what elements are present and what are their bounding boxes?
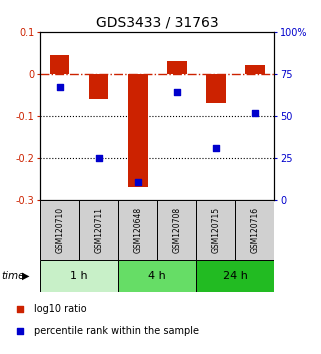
Bar <box>196 200 235 260</box>
Point <box>135 179 140 184</box>
Text: percentile rank within the sample: percentile rank within the sample <box>34 326 199 336</box>
Bar <box>89 74 108 99</box>
Bar <box>118 260 196 292</box>
Bar <box>40 260 118 292</box>
Point <box>96 155 101 161</box>
Text: GSM120711: GSM120711 <box>94 207 103 253</box>
Point <box>174 90 179 95</box>
Text: ▶: ▶ <box>22 271 29 281</box>
Bar <box>206 74 226 103</box>
Text: GSM120708: GSM120708 <box>172 207 181 253</box>
Bar <box>128 74 148 187</box>
Point <box>18 329 23 334</box>
Point <box>252 110 257 115</box>
Bar <box>245 65 265 74</box>
Bar <box>50 55 69 74</box>
Point <box>57 85 62 90</box>
Text: GSM120715: GSM120715 <box>211 207 221 253</box>
Text: time: time <box>2 271 25 281</box>
Bar <box>235 200 274 260</box>
Text: 24 h: 24 h <box>223 271 248 281</box>
Text: GSM120710: GSM120710 <box>55 207 64 253</box>
Point <box>213 145 218 151</box>
Bar <box>196 260 274 292</box>
Text: 1 h: 1 h <box>70 271 88 281</box>
Bar <box>79 200 118 260</box>
Bar <box>157 200 196 260</box>
Text: 4 h: 4 h <box>148 271 166 281</box>
Point <box>18 307 23 312</box>
Bar <box>118 200 157 260</box>
Bar <box>40 200 79 260</box>
Text: GSM120716: GSM120716 <box>250 207 259 253</box>
Text: GDS3433 / 31763: GDS3433 / 31763 <box>96 16 219 30</box>
Text: GSM120648: GSM120648 <box>133 207 142 253</box>
Text: log10 ratio: log10 ratio <box>34 304 86 314</box>
Bar <box>167 61 187 74</box>
